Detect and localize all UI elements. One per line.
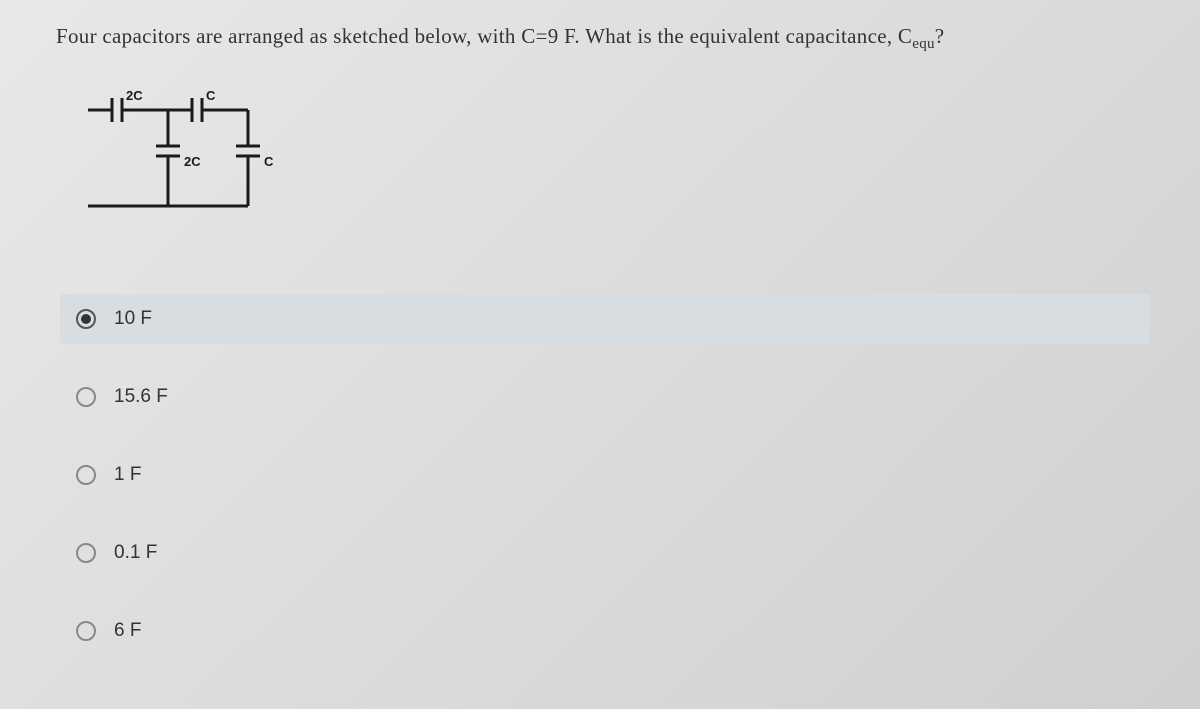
option-0[interactable]: 10 F (60, 294, 1150, 344)
radio-icon (76, 309, 96, 329)
circuit-diagram: 2C C C 2C (88, 88, 288, 218)
question-text-after: ? (935, 24, 945, 48)
option-label: 6 F (114, 620, 141, 642)
circuit-label-bottom-left: 2C (184, 154, 201, 169)
option-4[interactable]: 6 F (60, 606, 1150, 656)
option-3[interactable]: 0.1 F (60, 528, 1150, 578)
circuit-label-bottom-right: C (264, 154, 274, 169)
options-list: 10 F 15.6 F 1 F 0.1 F 6 F (60, 294, 1150, 684)
circuit-label-top-right: C (206, 88, 216, 103)
circuit-svg: 2C C C 2C (88, 88, 288, 218)
option-label: 1 F (114, 464, 141, 486)
question-subscript: equ (912, 36, 935, 52)
radio-icon (76, 387, 96, 407)
option-label: 0.1 F (114, 542, 157, 564)
circuit-label-top-left: 2C (126, 88, 143, 103)
radio-icon (76, 465, 96, 485)
radio-icon (76, 621, 96, 641)
radio-icon (76, 543, 96, 563)
option-1[interactable]: 15.6 F (60, 372, 1150, 422)
option-label: 15.6 F (114, 386, 168, 408)
option-2[interactable]: 1 F (60, 450, 1150, 500)
question-text-before: Four capacitors are arranged as sketched… (56, 24, 912, 48)
question-text: Four capacitors are arranged as sketched… (56, 24, 944, 53)
option-label: 10 F (114, 308, 152, 330)
